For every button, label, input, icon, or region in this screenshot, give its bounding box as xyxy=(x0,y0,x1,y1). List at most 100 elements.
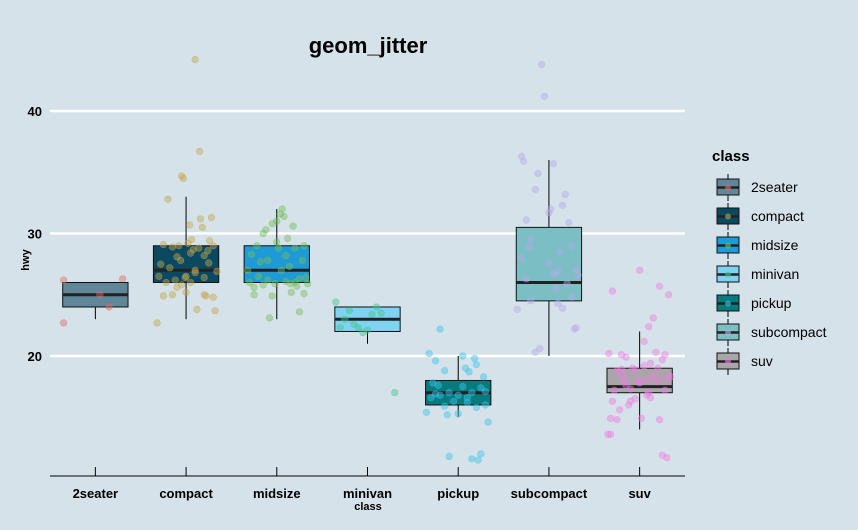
point-compact xyxy=(184,239,192,247)
point-subcompact xyxy=(558,201,567,209)
point-midsize xyxy=(286,280,294,288)
whiskers xyxy=(94,160,641,430)
point-midsize xyxy=(271,280,279,288)
point-minivan xyxy=(341,315,349,323)
point-compact xyxy=(200,251,208,260)
x-tick-label-suv: suv xyxy=(628,486,651,501)
point-suv xyxy=(619,371,627,380)
point-subcompact xyxy=(522,216,530,224)
point-compact xyxy=(189,245,197,254)
point-compact xyxy=(205,259,213,267)
point-suv xyxy=(607,430,615,438)
legend: class 2seater compact midsize minivan pickup… xyxy=(712,148,827,375)
point-compact xyxy=(187,249,195,257)
point-subcompact xyxy=(545,209,553,217)
point-suv xyxy=(640,337,648,345)
point-compact xyxy=(200,273,208,282)
point-compact xyxy=(191,269,199,277)
legend-label-minivan: minivan xyxy=(751,266,799,282)
legend-label-2seater: 2seater xyxy=(751,179,798,195)
point-suv xyxy=(605,349,613,358)
point-compact xyxy=(207,213,216,222)
point-suv xyxy=(613,416,621,424)
legend-item-minivan: minivan xyxy=(716,261,799,288)
point-midsize xyxy=(300,289,308,298)
point-subcompact xyxy=(527,297,535,305)
point-suv xyxy=(649,314,657,322)
point-subcompact xyxy=(554,299,562,307)
point-midsize xyxy=(284,234,292,243)
box-midsize xyxy=(243,245,310,283)
point-pickup xyxy=(472,360,480,369)
point-suv xyxy=(646,394,655,402)
point-pickup xyxy=(484,418,492,426)
point-compact xyxy=(166,264,174,272)
point-suv xyxy=(658,451,666,459)
legend-key-point xyxy=(725,271,731,278)
point-suv xyxy=(654,378,662,386)
point-compact xyxy=(157,260,165,268)
point-subcompact xyxy=(547,205,555,213)
point-minivan xyxy=(336,324,344,332)
y-tick-labels: 20 30 40 xyxy=(28,104,42,364)
point-compact xyxy=(213,267,221,276)
point-midsize xyxy=(295,308,304,316)
point-midsize xyxy=(244,266,252,274)
point-compact xyxy=(182,288,190,296)
point-2seater xyxy=(60,276,68,284)
point-midsize xyxy=(282,277,290,285)
x-axis-title: class xyxy=(354,501,382,513)
point-midsize xyxy=(268,292,276,300)
box-subcompact xyxy=(515,226,583,302)
point-subcompact xyxy=(525,243,533,251)
point-compact xyxy=(173,253,181,261)
point-compact xyxy=(164,195,172,203)
point-pickup xyxy=(443,411,451,419)
chart-title: geom_jitter xyxy=(309,33,428,58)
point-pickup xyxy=(481,401,490,409)
point-midsize xyxy=(268,220,276,228)
point-compact xyxy=(206,237,214,245)
point-suv xyxy=(626,397,635,405)
point-suv xyxy=(655,282,664,290)
x-tick-label-minivan: minivan xyxy=(343,486,392,501)
point-midsize xyxy=(273,217,281,225)
point-pickup xyxy=(425,349,433,358)
point-compact xyxy=(198,223,206,231)
point-pickup xyxy=(472,403,480,412)
point-subcompact xyxy=(572,324,580,332)
boxes xyxy=(62,226,673,406)
point-midsize xyxy=(247,250,255,258)
point-suv xyxy=(640,362,648,370)
point-midsize xyxy=(304,280,312,288)
point-pickup xyxy=(463,394,471,402)
legend-key-point xyxy=(725,300,731,307)
point-suv xyxy=(654,364,662,372)
point-suv xyxy=(622,353,630,361)
point-compact xyxy=(193,305,201,314)
point-suv xyxy=(617,365,626,374)
legend-key-point xyxy=(725,213,731,220)
point-compact xyxy=(155,272,163,280)
point-minivan xyxy=(354,324,363,332)
point-suv xyxy=(646,359,655,367)
point-midsize xyxy=(253,242,261,250)
point-midsize xyxy=(302,273,310,282)
legend-key-point xyxy=(725,242,731,249)
point-pickup xyxy=(470,354,479,363)
point-minivan xyxy=(377,309,385,317)
point-suv xyxy=(649,371,657,380)
legend-label-subcompact: subcompact xyxy=(751,324,827,340)
point-minivan xyxy=(359,329,367,337)
point-pickup xyxy=(450,397,458,405)
point-suv xyxy=(631,365,639,374)
point-suv xyxy=(652,348,660,356)
point-subcompact xyxy=(531,185,539,194)
point-midsize xyxy=(259,281,267,289)
legend-label-pickup: pickup xyxy=(751,295,792,311)
point-compact xyxy=(175,242,183,250)
point-pickup xyxy=(441,367,449,375)
x-tick-label-midsize: midsize xyxy=(253,486,301,501)
point-pickup xyxy=(481,387,490,396)
point-suv xyxy=(607,414,615,423)
